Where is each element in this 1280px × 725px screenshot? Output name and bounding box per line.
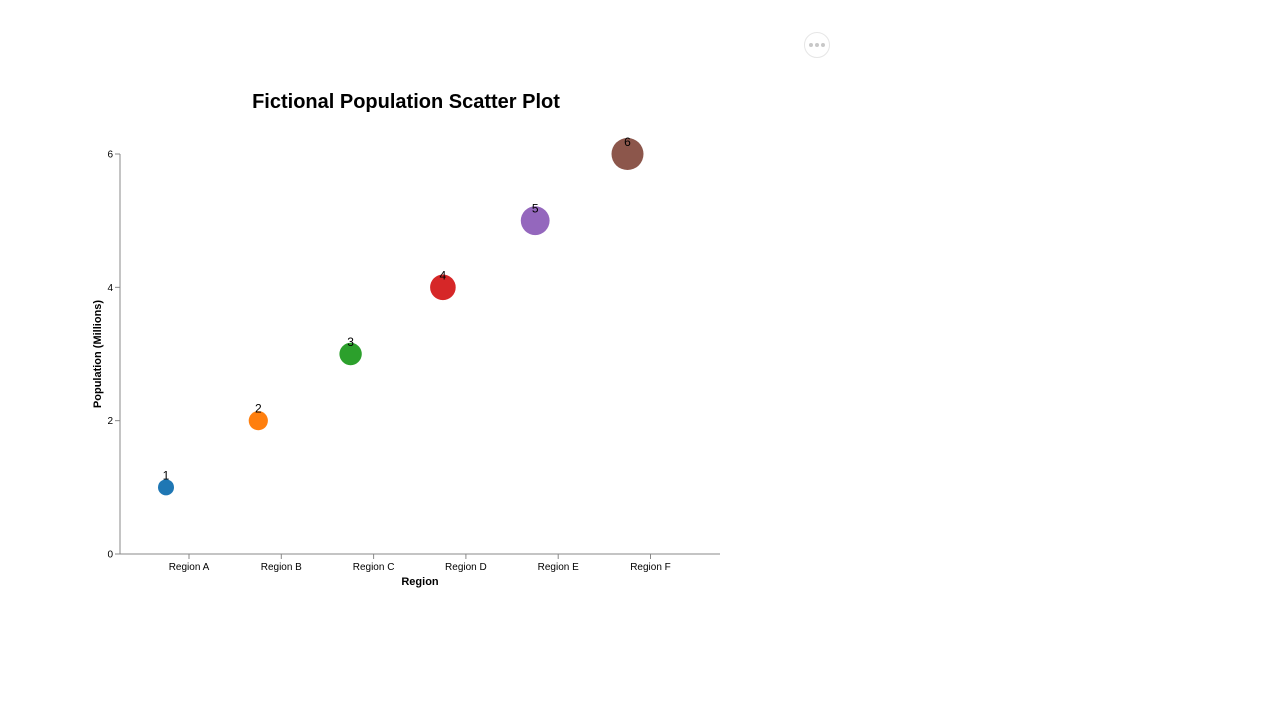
data-labels: 1 2 3 4 5 6	[163, 135, 632, 482]
x-axis-title: Region	[401, 576, 439, 588]
data-point[interactable]	[520, 206, 550, 236]
y-tick-label: 4	[107, 283, 113, 294]
data-label: 3	[347, 335, 354, 349]
more-horizontal-icon	[809, 43, 825, 47]
y-tick-label: 6	[107, 150, 113, 161]
data-point[interactable]	[339, 342, 362, 366]
data-point[interactable]	[248, 411, 268, 431]
data-label: 1	[163, 468, 170, 482]
x-tick-label: Region F	[630, 562, 671, 573]
x-tick-label: Region B	[261, 562, 302, 573]
x-tick-label: Region A	[169, 562, 210, 573]
chart-title: Fictional Population Scatter Plot	[252, 91, 560, 113]
x-tick-label: Region E	[538, 562, 579, 573]
x-tick-label: Region C	[353, 562, 395, 573]
chart-menu-button[interactable]	[804, 32, 830, 58]
data-label: 4	[440, 268, 447, 282]
data-label: 6	[624, 135, 631, 149]
data-label: 2	[255, 402, 262, 416]
y-axis-ticks: 0 2 4 6	[107, 150, 120, 561]
x-tick-label: Region D	[445, 562, 487, 573]
y-axis-title: Population (Millions)	[92, 300, 104, 408]
data-point[interactable]	[611, 138, 644, 170]
data-point[interactable]	[430, 274, 456, 301]
data-point[interactable]	[158, 479, 174, 496]
x-axis-ticks: Region A Region B Region C Region D Region E…	[169, 554, 671, 573]
data-label: 5	[532, 202, 539, 216]
y-tick-label: 0	[107, 550, 113, 561]
data-points	[158, 138, 644, 496]
y-tick-label: 2	[107, 416, 113, 427]
